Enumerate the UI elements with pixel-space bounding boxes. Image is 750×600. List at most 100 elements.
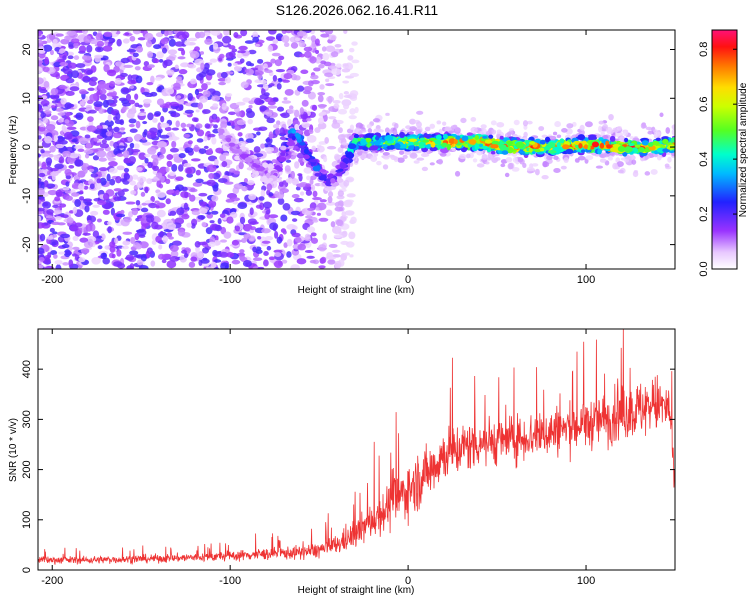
noise-cell: [65, 181, 70, 187]
halo-cell: [523, 131, 528, 138]
noise-cell: [283, 73, 293, 80]
signal-cell: [423, 134, 433, 139]
halo-cell: [454, 127, 461, 132]
halo-cell: [507, 131, 512, 136]
noise-cell: [184, 40, 191, 46]
noise-cell: [90, 76, 98, 82]
noise-cell: [123, 167, 130, 173]
noise-cell: [237, 50, 246, 54]
noise-cell: [219, 213, 226, 218]
halo-cell: [616, 161, 624, 167]
noise-cell: [307, 91, 316, 100]
noise-cell: [201, 221, 207, 227]
noise-cell: [64, 168, 72, 176]
noise-cell: [115, 112, 121, 121]
halo-cell: [556, 134, 562, 138]
noise-cell: [88, 168, 95, 172]
colorbar-ticks: 0.0 0.2 0.4 0.6 0.8: [698, 42, 737, 277]
noise-cell: [286, 108, 296, 114]
signal-cell: [291, 130, 296, 134]
noise-cell: [127, 136, 133, 142]
halo-cell: [606, 129, 614, 135]
noise-cell: [226, 252, 235, 258]
noise-cell: [344, 210, 355, 216]
noise-cell: [308, 129, 314, 135]
noise-cell: [55, 264, 62, 269]
noise-cell: [328, 116, 337, 120]
noise-cell: [66, 51, 75, 56]
signal-cell: [229, 137, 236, 143]
noise-cell: [38, 103, 42, 111]
noise-cell: [116, 153, 124, 157]
signal-cell: [609, 135, 616, 142]
noise-cell: [228, 45, 236, 50]
noise-cell: [113, 261, 123, 267]
noise-cell: [331, 254, 341, 258]
noise-cell: [104, 135, 113, 141]
noise-cell: [252, 246, 257, 253]
noise-cell: [301, 99, 309, 107]
noise-cell: [335, 219, 344, 227]
noise-cell: [283, 42, 290, 48]
noise-cell: [65, 195, 73, 201]
spectrogram-y-ticks: -20 -10 0 10 20: [21, 43, 675, 253]
noise-cell: [66, 217, 74, 224]
noise-cell: [123, 173, 131, 180]
noise-cell: [156, 191, 167, 198]
signal-cell: [429, 146, 438, 152]
noise-cell: [51, 100, 59, 104]
signal-cell: [353, 133, 359, 139]
noise-cell: [42, 165, 48, 170]
signal-cell: [403, 151, 412, 155]
noise-cell: [257, 266, 265, 269]
noise-cell: [84, 149, 94, 155]
halo-cell: [454, 170, 461, 177]
noise-cell: [151, 154, 159, 160]
halo-cell: [341, 142, 348, 146]
noise-cell: [88, 80, 97, 87]
signal-cell: [453, 139, 458, 145]
signal-cell: [440, 147, 449, 154]
halo-cell: [460, 117, 467, 124]
noise-cell: [213, 124, 218, 129]
noise-cell: [306, 226, 316, 233]
halo-cell: [538, 126, 545, 132]
noise-cell: [191, 210, 201, 216]
noise-cell: [181, 249, 188, 254]
noise-cell: [129, 250, 139, 256]
noise-cell: [184, 147, 194, 153]
noise-cell: [133, 143, 140, 149]
signal-cell: [662, 148, 670, 153]
noise-cell: [333, 234, 343, 239]
noise-cell: [214, 158, 219, 166]
colorbar-tick-label: 0.2: [698, 206, 710, 221]
noise-cell: [313, 67, 321, 72]
noise-cell: [109, 140, 115, 147]
signal-cell: [369, 145, 379, 151]
signal-cell: [433, 139, 442, 145]
noise-cell: [202, 109, 211, 114]
signal-cell: [387, 140, 395, 144]
noise-cell: [325, 83, 335, 87]
noise-cell: [277, 106, 285, 112]
noise-cell: [236, 119, 246, 126]
noise-cell: [136, 215, 143, 219]
signal-cell: [468, 139, 477, 145]
noise-cell: [62, 55, 67, 61]
halo-cell: [659, 112, 664, 118]
noise-cell: [156, 51, 164, 59]
halo-cell: [526, 120, 533, 125]
noise-cell: [242, 97, 251, 103]
halo-cell: [496, 121, 505, 128]
halo-cell: [633, 169, 639, 174]
signal-cell: [466, 132, 474, 136]
noise-cell: [204, 32, 211, 37]
noise-cell: [169, 147, 179, 153]
signal-cell: [484, 139, 493, 144]
noise-cell: [52, 204, 59, 208]
noise-cell: [291, 218, 298, 222]
noise-cell: [198, 31, 206, 39]
noise-cell: [322, 114, 328, 122]
noise-cell: [38, 222, 45, 229]
noise-cell: [167, 49, 178, 55]
